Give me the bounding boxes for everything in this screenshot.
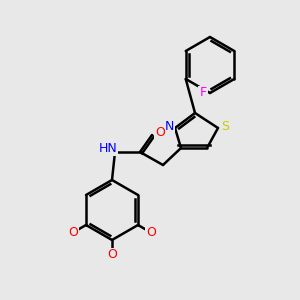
Text: N: N xyxy=(164,121,174,134)
Text: O: O xyxy=(146,226,156,239)
Text: O: O xyxy=(155,127,165,140)
Text: O: O xyxy=(107,248,117,262)
Text: S: S xyxy=(221,121,229,134)
Text: O: O xyxy=(68,226,78,239)
Text: F: F xyxy=(200,86,207,100)
Text: HN: HN xyxy=(99,142,117,154)
